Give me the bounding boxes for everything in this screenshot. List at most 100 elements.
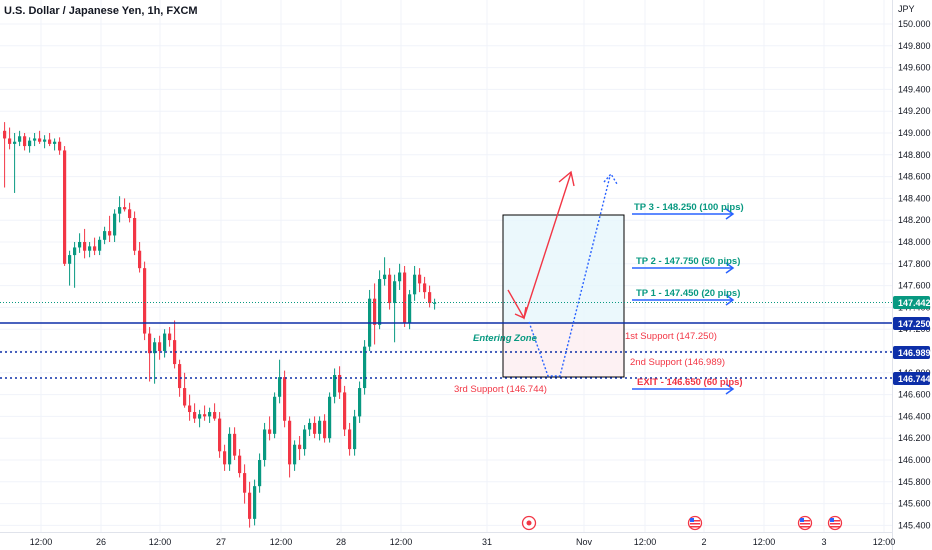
price-axis[interactable]: JPY	[892, 0, 915, 550]
candle-body	[3, 130, 7, 139]
candle-body	[258, 460, 262, 487]
x-tick-label: 12:00	[873, 537, 896, 547]
candle-body	[313, 422, 317, 434]
candle-body	[293, 444, 297, 465]
y-tick-label: 146.600	[898, 390, 931, 400]
tp2-label: TP 2 - 147.750 (50 pips)	[636, 256, 740, 267]
candle	[118, 196, 122, 223]
candle	[48, 133, 52, 147]
candle	[43, 135, 47, 149]
y-tick-label: 150.000	[898, 19, 931, 29]
x-tick-label: 27	[216, 537, 226, 547]
candle	[373, 283, 377, 345]
candle	[363, 340, 367, 395]
candle-body	[48, 139, 52, 144]
candle	[133, 211, 137, 256]
candle-body	[358, 388, 362, 417]
price-tick-labels: 150.000 149.800 149.600 149.400 149.200 149.0…	[898, 19, 931, 530]
candle	[253, 479, 257, 526]
entering-zone-label: Entering Zone	[473, 333, 538, 344]
candle-body	[223, 451, 227, 465]
candle	[88, 242, 92, 258]
candle-body	[433, 302, 437, 304]
support2-price-tag-text: 146.989	[898, 348, 931, 358]
event-icon[interactable]	[521, 515, 537, 531]
candle-body	[43, 139, 47, 142]
candle	[278, 359, 282, 404]
candle	[108, 215, 112, 242]
y-tick-label: 145.800	[898, 477, 931, 487]
candle	[213, 403, 217, 421]
tp1-arrow[interactable]	[632, 294, 735, 306]
candle	[8, 127, 12, 150]
candle-body	[38, 138, 42, 142]
candle-body	[13, 141, 17, 144]
candle-body	[193, 412, 197, 419]
candle-body	[348, 429, 352, 450]
y-tick-label: 145.600	[898, 499, 931, 509]
candle	[353, 409, 357, 456]
tp3-arrow[interactable]	[632, 208, 735, 220]
entering-zone-lower-box[interactable]	[502, 322, 625, 378]
candle	[63, 146, 67, 266]
candle-body	[143, 268, 147, 334]
candle-body	[93, 246, 97, 251]
candle-body	[218, 418, 222, 452]
candle	[338, 366, 342, 399]
currency-label: JPY	[898, 4, 915, 14]
x-tick-label: 12:00	[149, 537, 172, 547]
candle-body	[308, 422, 312, 430]
exit-arrow[interactable]	[632, 383, 735, 395]
candle-body	[418, 274, 422, 284]
candle	[358, 381, 362, 423]
x-tick-label: 31	[482, 537, 492, 547]
candle	[388, 268, 392, 310]
candle-body	[393, 281, 397, 304]
candle	[238, 449, 242, 478]
x-tick-label: 2	[701, 537, 706, 547]
candle-body	[303, 429, 307, 450]
red-path-arrow[interactable]	[507, 170, 575, 320]
drawings[interactable]: TP 3 - 148.250 (100 pips) TP 2 - 147.750…	[0, 170, 892, 395]
candle	[313, 416, 317, 439]
y-tick-label: 149.000	[898, 128, 931, 138]
candle-body	[388, 274, 392, 304]
candle-body	[133, 218, 137, 251]
us-flag-icon[interactable]	[797, 515, 813, 531]
tp2-arrow[interactable]	[632, 262, 735, 274]
candle-body	[298, 444, 302, 450]
current-price-tag-text: 147.442	[898, 298, 931, 308]
candle	[258, 453, 262, 493]
candle-body	[273, 396, 277, 434]
candle-body	[268, 429, 272, 434]
y-tick-label: 145.400	[898, 520, 931, 530]
candle	[243, 464, 247, 504]
candle	[268, 416, 272, 441]
candle	[173, 320, 177, 369]
support3-label: 3rd Support (146.744)	[454, 384, 547, 395]
candle-body	[188, 405, 192, 413]
candle-body	[228, 433, 232, 465]
candle	[368, 289, 372, 351]
y-tick-label: 148.600	[898, 172, 931, 182]
candle	[248, 481, 252, 528]
us-flag-icon[interactable]	[827, 515, 843, 531]
candle	[428, 285, 432, 308]
blue-dotted-path-arrow[interactable]	[528, 172, 618, 377]
candle-body	[83, 242, 87, 251]
tp3-label: TP 3 - 148.250 (100 pips)	[634, 202, 744, 213]
candle-body	[8, 138, 12, 144]
entering-zone-upper-box[interactable]	[502, 214, 625, 324]
candle-body	[343, 392, 347, 430]
x-tick-label: 3	[821, 537, 826, 547]
candle	[403, 265, 407, 328]
candle-body	[183, 388, 187, 406]
us-flag-icon[interactable]	[687, 515, 703, 531]
candle-body	[103, 231, 107, 240]
candle	[288, 416, 292, 478]
candle-body	[123, 207, 127, 210]
candle	[218, 412, 222, 458]
x-tick-label: Nov	[576, 537, 593, 547]
y-tick-label: 148.400	[898, 193, 931, 203]
